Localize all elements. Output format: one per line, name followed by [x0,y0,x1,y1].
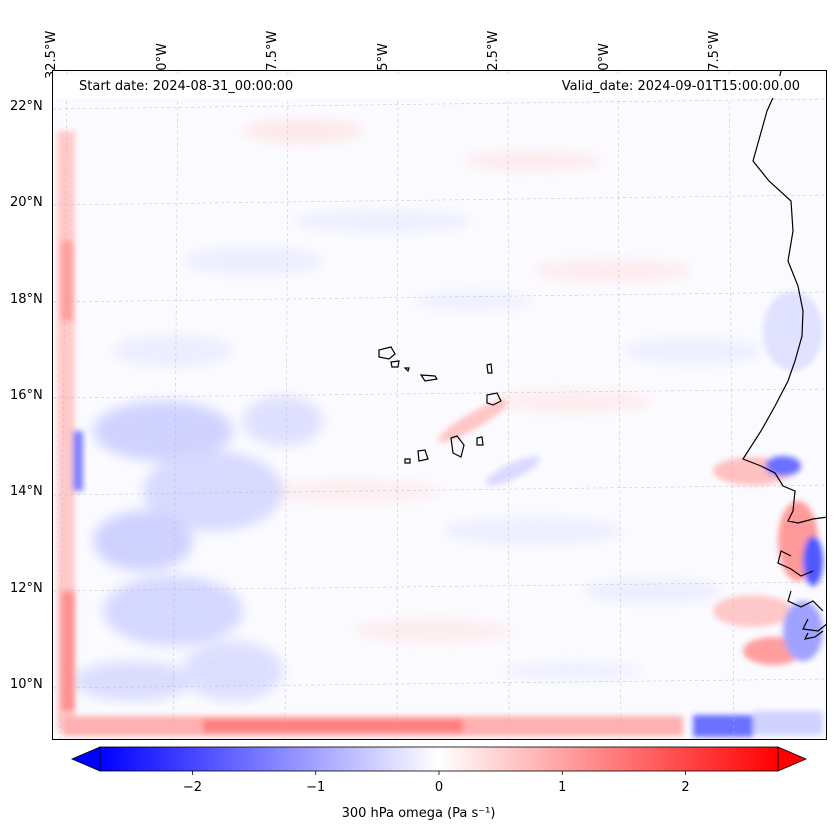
colorbar-extend-low [70,746,101,772]
colorbar-tick-label: 2 [681,780,690,795]
omega-field [57,119,823,737]
start-date-label: Start date: 2024-08-31_00:00:00 [79,79,294,94]
lat-tick-label: 10°N [10,676,43,692]
coastline [742,71,826,640]
colorbar-tick-label: 1 [558,780,567,795]
date-strip [54,76,825,98]
valid-date-label: Valid_date: 2024-09-01T15:00:00.00 [561,79,800,94]
colorbar-gradient [99,746,779,772]
colorbar [70,746,808,775]
lat-tick-label: 20°N [10,195,43,211]
colorbar-tick-label: 0 [434,780,444,795]
graticule [53,71,826,739]
cape-verde-islands [378,346,502,464]
lat-tick-label: 22°N [10,99,43,114]
lat-tick-label: 18°N [10,291,43,307]
colorbar-extend-high [777,746,808,772]
colorbar-title: 300 hPa omega (Pa s⁻¹) [341,806,496,821]
omega-field-map [53,71,826,739]
lat-tick-label: 12°N [10,580,43,596]
colorbar-tick-label: −1 [306,780,326,795]
colorbar-tick-marks [192,771,686,775]
colorbar-tick-label: −2 [182,780,203,795]
lat-tick-label: 14°N [10,484,43,500]
map-panel: Start date: 2024-08-31_00:00:00 Valid_da… [52,70,827,740]
lat-tick-label: 16°N [10,387,43,403]
